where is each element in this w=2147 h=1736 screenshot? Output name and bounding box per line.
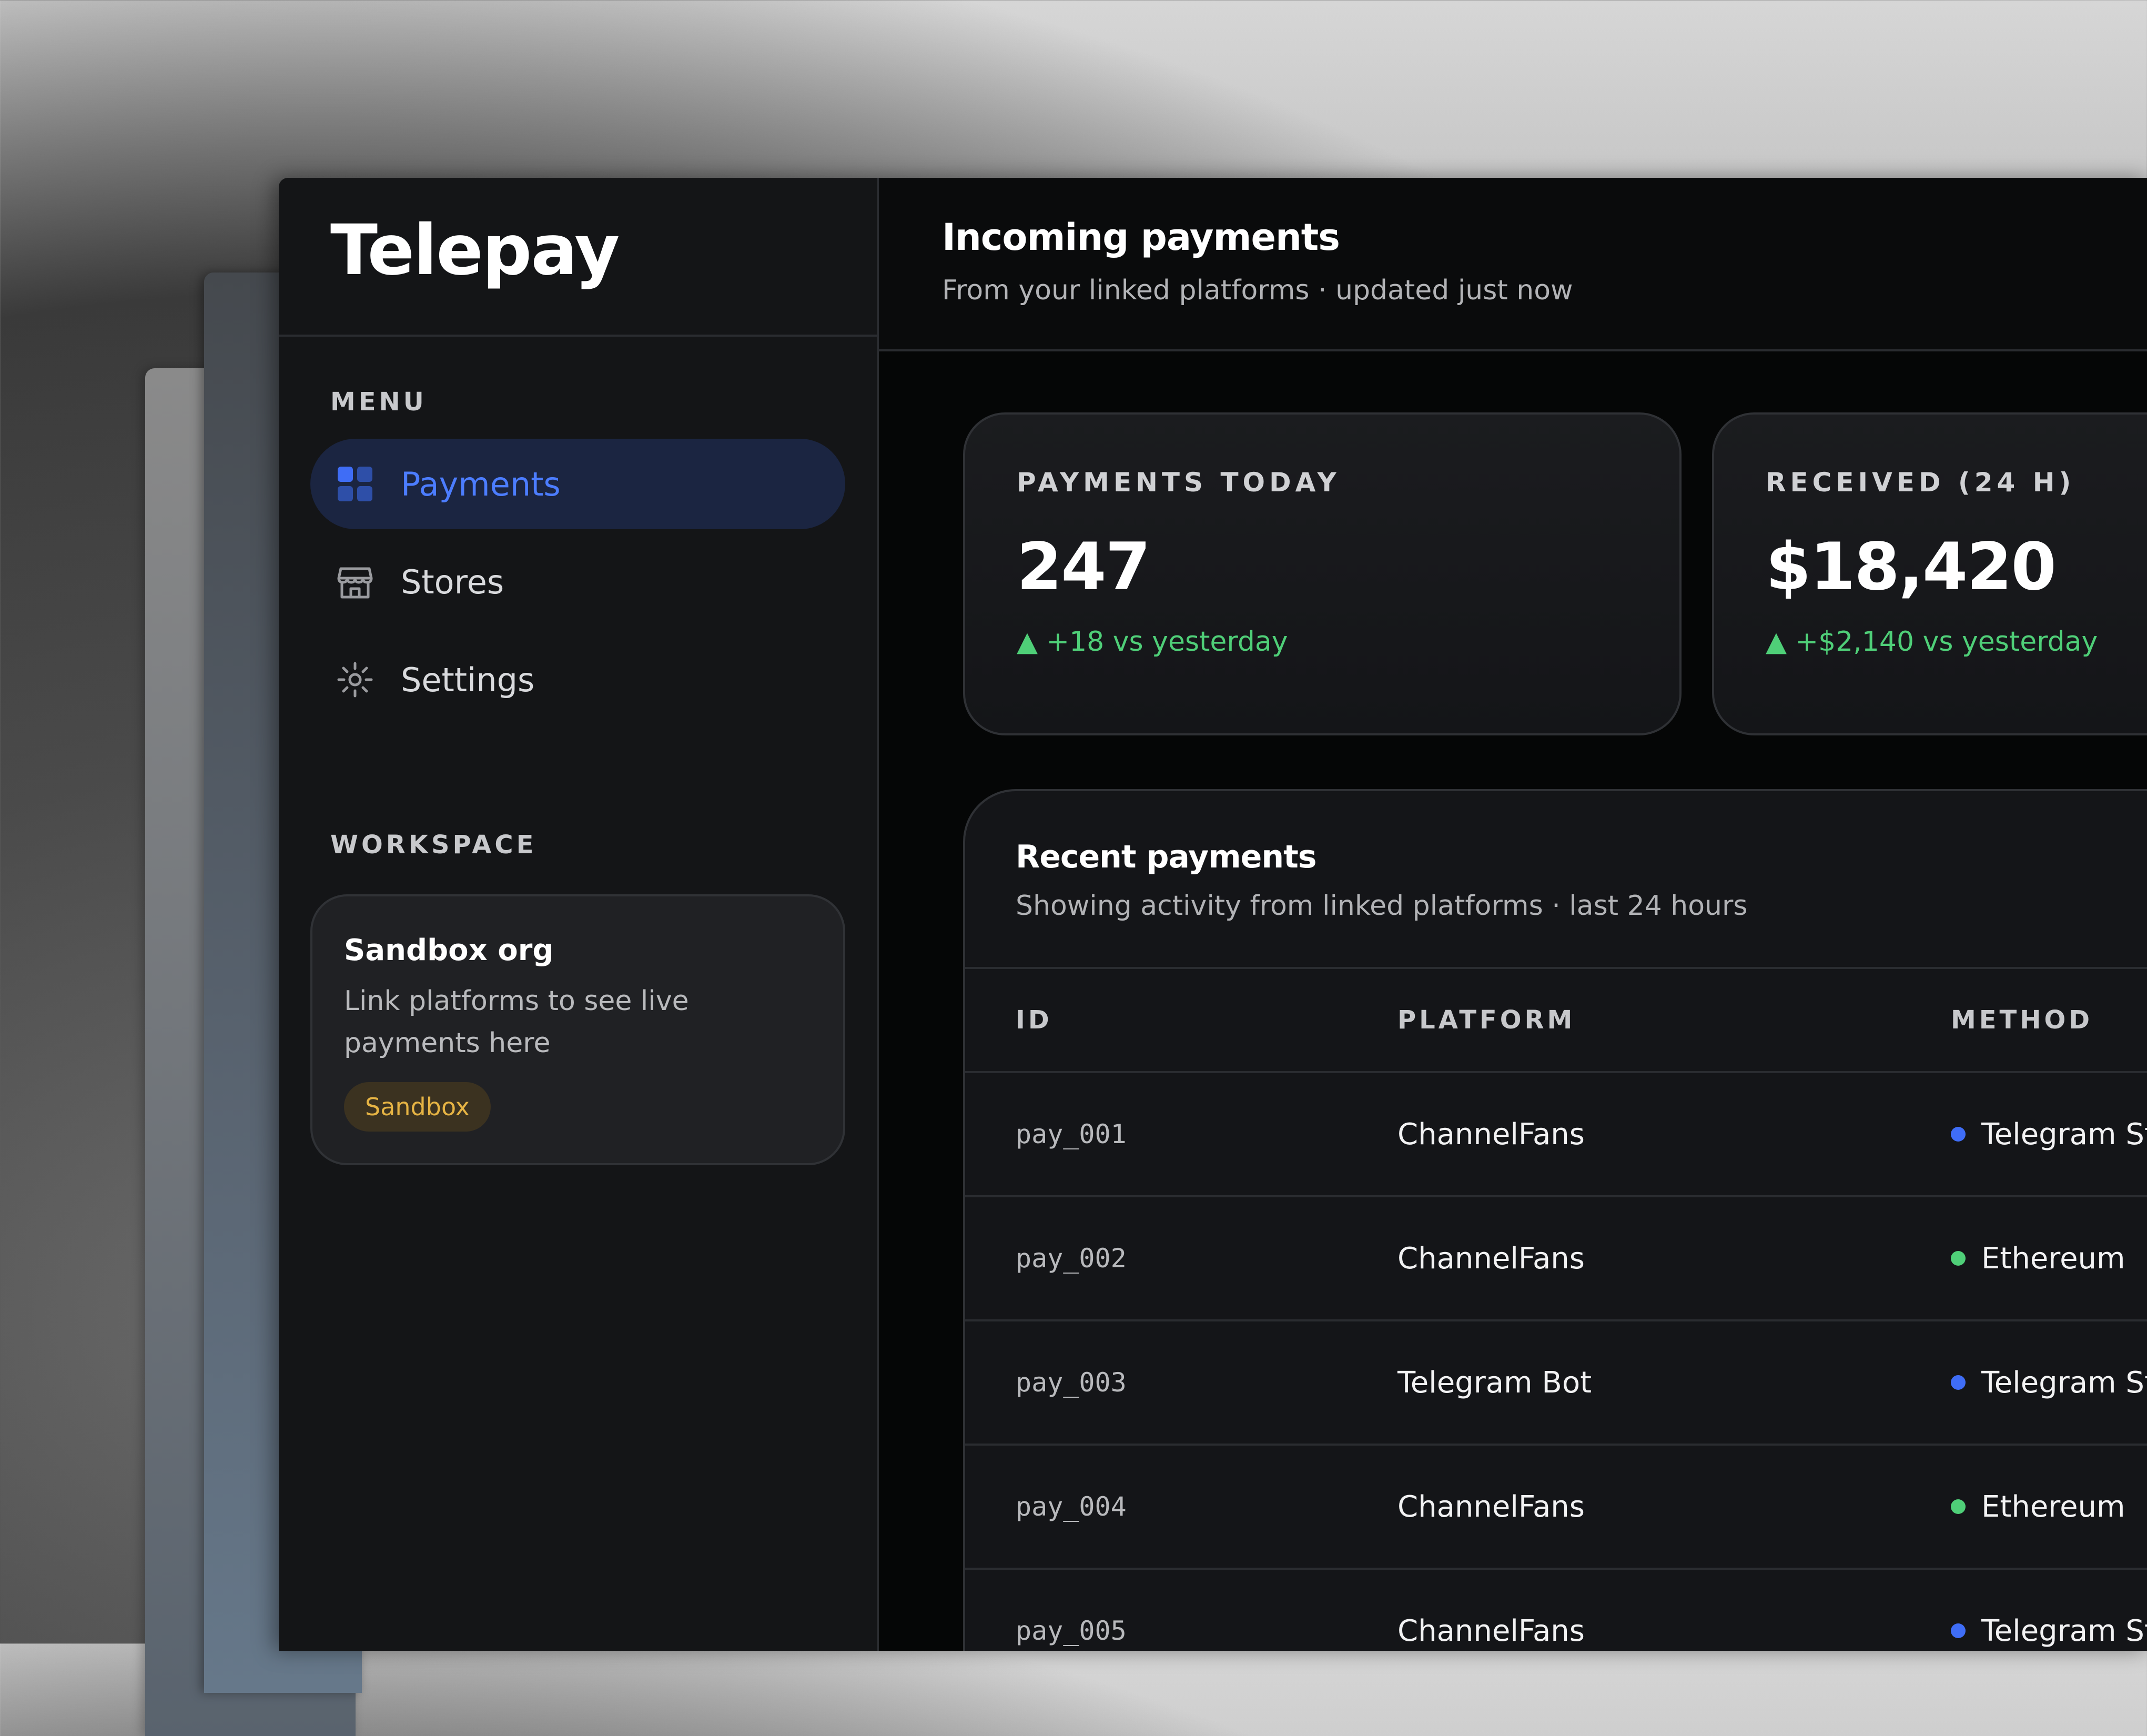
payment-platform: ChannelFans: [1397, 1241, 1585, 1276]
stat-label: PAYMENTS TODAY: [1017, 467, 1341, 498]
page-header: Incoming payments From your linked platf…: [879, 178, 2147, 351]
sidebar-item-stores[interactable]: Stores: [310, 537, 845, 627]
column-header-id[interactable]: ID: [1016, 1005, 1052, 1035]
payment-id: pay_003: [1016, 1367, 1127, 1398]
sandbox-badge: Sandbox: [344, 1082, 491, 1132]
workspace-title: Sandbox org: [344, 933, 554, 967]
stat-delta: ▲ +$2,140 vs yesterday: [1766, 626, 2098, 658]
table-header: ID PLATFORM METHOD: [965, 969, 2147, 1073]
main-content: Incoming payments From your linked platf…: [879, 178, 2147, 1651]
table-row[interactable]: pay_002 ChannelFans Ethereum: [965, 1197, 2147, 1321]
column-header-platform[interactable]: PLATFORM: [1397, 1005, 1576, 1035]
method-status-dot: [1951, 1623, 1966, 1638]
payment-method: Ethereum: [1951, 1490, 2125, 1524]
payment-id: pay_005: [1016, 1616, 1127, 1646]
gear-icon: [337, 661, 373, 698]
stat-value: $18,420: [1766, 529, 2057, 605]
payment-id: pay_004: [1016, 1491, 1127, 1522]
app-window: Telepay MENU Payments: [279, 178, 2147, 1651]
sidebar-item-settings[interactable]: Settings: [310, 634, 845, 725]
payment-id: pay_001: [1016, 1119, 1127, 1149]
payment-method-label: Telegram Stars: [1981, 1613, 2147, 1648]
method-status-dot: [1951, 1375, 1966, 1390]
store-icon: [337, 563, 373, 600]
sidebar-item-payments[interactable]: Payments: [310, 439, 845, 529]
stat-card-payments-today: PAYMENTS TODAY 247 ▲ +18 vs yesterday: [963, 412, 1682, 735]
stat-label: RECEIVED (24 H): [1766, 467, 2075, 498]
payment-method-label: Telegram Stars: [1981, 1365, 2147, 1400]
payment-method-label: Telegram Stars: [1981, 1117, 2147, 1152]
payment-method: Telegram Stars: [1951, 1117, 2147, 1152]
sidebar-nav: Payments Stores: [279, 439, 877, 725]
stat-value: 247: [1017, 529, 1151, 605]
payment-platform: ChannelFans: [1397, 1613, 1585, 1648]
payment-platform: ChannelFans: [1397, 1117, 1585, 1152]
brand-logo[interactable]: Telepay: [330, 210, 620, 291]
table-row[interactable]: pay_004 ChannelFans Ethereum: [965, 1446, 2147, 1570]
page-title: Incoming payments: [942, 216, 1340, 259]
method-status-dot: [1951, 1251, 1966, 1266]
sidebar-item-label: Payments: [401, 465, 561, 503]
recent-payments-panel: Recent payments Showing activity from li…: [963, 789, 2147, 1651]
payment-method: Telegram Stars: [1951, 1614, 2147, 1648]
payment-method: Ethereum: [1951, 1242, 2125, 1276]
table-row[interactable]: pay_005 ChannelFans Telegram Stars: [965, 1570, 2147, 1651]
payment-id: pay_002: [1016, 1243, 1127, 1274]
recent-payments-title: Recent payments: [1016, 839, 1316, 875]
workspace-card[interactable]: Sandbox org Link platforms to see live p…: [310, 894, 845, 1165]
brand-header: Telepay: [279, 178, 877, 337]
table-row[interactable]: pay_001 ChannelFans Telegram Stars: [965, 1073, 2147, 1197]
method-status-dot: [1951, 1499, 1966, 1514]
sidebar-item-label: Settings: [401, 660, 535, 699]
payment-method-label: Ethereum: [1981, 1241, 2125, 1276]
page-subtitle: From your linked platforms · updated jus…: [942, 275, 1573, 306]
menu-section-label: MENU: [330, 387, 427, 417]
workspace-description: Link platforms to see live payments here: [344, 985, 689, 1059]
column-header-method[interactable]: METHOD: [1951, 1005, 2093, 1035]
stat-delta: ▲ +18 vs yesterday: [1017, 626, 1288, 658]
payment-platform: ChannelFans: [1397, 1489, 1585, 1524]
sidebar: Telepay MENU Payments: [279, 178, 879, 1651]
payment-method-label: Ethereum: [1981, 1489, 2125, 1524]
sidebar-item-label: Stores: [401, 562, 504, 601]
stat-card-received-24h: RECEIVED (24 H) $18,420 ▲ +$2,140 vs yes…: [1712, 412, 2147, 735]
payment-platform: Telegram Bot: [1397, 1365, 1592, 1400]
workspace-section-label: WORKSPACE: [330, 830, 537, 860]
method-status-dot: [1951, 1127, 1966, 1142]
payment-method: Telegram Stars: [1951, 1366, 2147, 1400]
recent-payments-header: Recent payments Showing activity from li…: [965, 791, 2147, 969]
table-row[interactable]: pay_003 Telegram Bot Telegram Stars: [965, 1321, 2147, 1446]
grid-icon: [337, 466, 373, 502]
recent-payments-subtitle: Showing activity from linked platforms ·…: [1016, 890, 1748, 922]
